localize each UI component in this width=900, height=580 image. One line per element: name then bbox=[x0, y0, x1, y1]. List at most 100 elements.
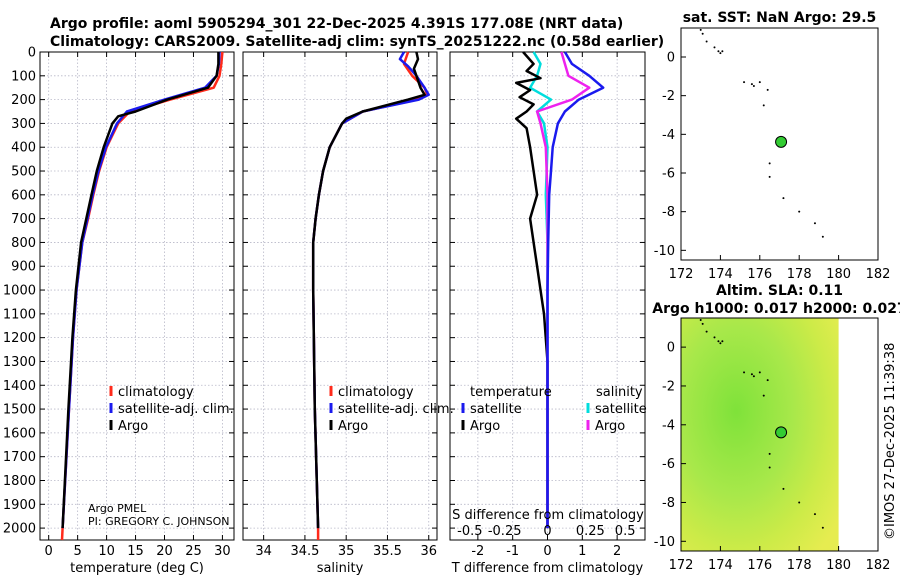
island-dot bbox=[768, 452, 771, 455]
depth-tick-label: 1800 bbox=[3, 474, 36, 489]
temperature-xtick-label: 20 bbox=[156, 544, 173, 559]
salinity-xlabel: salinity bbox=[317, 561, 364, 576]
sla_map-ytick-label: -10 bbox=[654, 535, 675, 550]
sst_map-xtick-label: 176 bbox=[747, 267, 772, 282]
depth-tick-label: 1700 bbox=[3, 450, 36, 465]
depth-tick-label: 800 bbox=[11, 236, 36, 251]
sla_map-xtick-label: 178 bbox=[787, 558, 812, 573]
island-dot bbox=[752, 85, 755, 87]
island-dot bbox=[752, 375, 755, 378]
argo-institution-note: Argo PMEL bbox=[88, 502, 147, 515]
sst_map-frame bbox=[680, 27, 879, 261]
island-dot bbox=[705, 330, 708, 333]
sst_map-xtick-label: 180 bbox=[826, 267, 851, 282]
island-dot bbox=[813, 222, 816, 225]
sst_map-xtick-label: 178 bbox=[787, 267, 812, 282]
sst_map-ytick-label: -4 bbox=[662, 128, 675, 143]
island-dot bbox=[782, 197, 785, 200]
island-dot bbox=[699, 28, 702, 31]
sla_map-ytick-label: -2 bbox=[662, 379, 675, 394]
island-dot bbox=[798, 501, 801, 504]
salinity-diff-tick-label: 0 bbox=[543, 524, 551, 539]
sla_map-xtick-label: 176 bbox=[747, 558, 772, 573]
island-dot bbox=[762, 104, 765, 107]
sst_map-ytick-label: -6 bbox=[662, 167, 675, 182]
depth-tick-label: 1400 bbox=[3, 379, 36, 394]
island-dot bbox=[762, 394, 765, 397]
sst_map-xtick-label: 182 bbox=[866, 267, 891, 282]
depth-tick-label: 900 bbox=[11, 260, 36, 275]
diff-legend-entry: satellite bbox=[595, 402, 647, 417]
figure-title-line1: Argo profile: aoml 5905294_301 22-Dec-20… bbox=[50, 16, 623, 32]
salinity-diff-tick-label: 0.25 bbox=[576, 524, 605, 539]
island-dot bbox=[768, 162, 771, 165]
depth-tick-label: 400 bbox=[11, 141, 36, 156]
island-dot bbox=[717, 50, 720, 53]
sst_map-ytick-label: -2 bbox=[662, 89, 675, 104]
salinity-diff-tick-label: -0.5 bbox=[457, 524, 482, 539]
sst_map-xtick-label: 174 bbox=[708, 267, 733, 282]
differences-panel: -2 -1 0 1 2 T difference from climatology temp… bbox=[449, 51, 647, 576]
differences-xtick-label: -2 bbox=[471, 544, 484, 559]
sla_map-xtick-label: 172 bbox=[669, 558, 694, 573]
salinity-frame bbox=[242, 51, 438, 541]
island-dot bbox=[758, 371, 761, 374]
diff-legend-entry: Argo bbox=[595, 419, 625, 434]
temperature-xtick-label: 10 bbox=[98, 544, 115, 559]
sst-map-title: sat. SST: NaN Argo: 29.5 bbox=[683, 10, 877, 26]
sla_map-xtick-label: 180 bbox=[826, 558, 851, 573]
salinity-panel: 34 34.5 35 35.5 36 salinity climatology satelli… bbox=[242, 51, 454, 576]
island-dot bbox=[719, 52, 722, 55]
sal-legend-entry: satellite-adj. clim. bbox=[338, 402, 454, 417]
temperature-xtick-label: 30 bbox=[214, 544, 231, 559]
temp-legend-entry: Argo bbox=[118, 419, 148, 434]
island-dot bbox=[713, 46, 716, 49]
island-dot bbox=[701, 32, 704, 35]
diff-legend-temp-header: temperature bbox=[470, 385, 552, 400]
depth-tick-label: 700 bbox=[11, 212, 36, 227]
sal-legend-entry: climatology bbox=[338, 385, 414, 400]
island-dot bbox=[750, 373, 753, 376]
sla_map-frame bbox=[680, 317, 879, 552]
depth-tick-label: 600 bbox=[11, 188, 36, 203]
temperature-frame bbox=[39, 51, 235, 541]
temperature-series-argo bbox=[61, 52, 220, 529]
sla_map-xtick-label: 182 bbox=[866, 558, 891, 573]
island-dot bbox=[821, 235, 824, 238]
argo-float-marker bbox=[775, 135, 788, 148]
salinity-xtick-label: 35.5 bbox=[373, 544, 402, 559]
island-dot bbox=[701, 322, 704, 325]
depth-tick-label: 1600 bbox=[3, 426, 36, 441]
island-dot bbox=[743, 371, 746, 374]
island-dot bbox=[766, 88, 769, 91]
salinity-xtick-label: 34 bbox=[255, 544, 272, 559]
differences-xtick-label: 0 bbox=[543, 544, 551, 559]
sla_map-ytick-label: -4 bbox=[662, 418, 675, 433]
island-dot bbox=[782, 487, 785, 490]
diff-legend-sal-header: salinity bbox=[596, 385, 643, 400]
diff-legend-entry: satellite bbox=[470, 402, 522, 417]
argo-float-marker bbox=[775, 426, 788, 439]
sst_map-ytick-label: -10 bbox=[654, 244, 675, 259]
figure-title-line2: Climatology: CARS2009. Satellite-adj cli… bbox=[50, 34, 664, 50]
salinity-xtick-label: 35 bbox=[338, 544, 355, 559]
island-dot bbox=[821, 526, 824, 529]
temperature-xtick-label: 0 bbox=[45, 544, 53, 559]
depth-tick-label: 1100 bbox=[3, 307, 36, 322]
sla_map-panel: 172 174 176 178 180 182 0 -2 -4 -6 -8 -10 Altim. SLA… bbox=[652, 283, 900, 573]
depth-tick-label: 1900 bbox=[3, 498, 36, 513]
sst_map-panel: 172 174 176 178 180 182 0 -2 -4 -6 -8 -10 sat. SST: … bbox=[654, 10, 891, 282]
temp-legend-entry: climatology bbox=[118, 385, 194, 400]
salinity-diff-tick-label: -0.25 bbox=[488, 524, 522, 539]
temperature-series-climatology bbox=[60, 51, 224, 541]
sst_map-ytick-label: -8 bbox=[662, 205, 675, 220]
salinity-series-argo bbox=[311, 51, 426, 529]
temperature-panel: 0 5 10 15 20 25 300100200300400500600700800900… bbox=[3, 46, 235, 576]
depth-tick-label: 1500 bbox=[3, 403, 36, 418]
differences-xtick-label: 1 bbox=[578, 544, 586, 559]
diff-legend-entry: Argo bbox=[470, 419, 500, 434]
island-dot bbox=[798, 210, 801, 213]
island-dot bbox=[758, 81, 761, 84]
temperature-xtick-label: 5 bbox=[74, 544, 82, 559]
